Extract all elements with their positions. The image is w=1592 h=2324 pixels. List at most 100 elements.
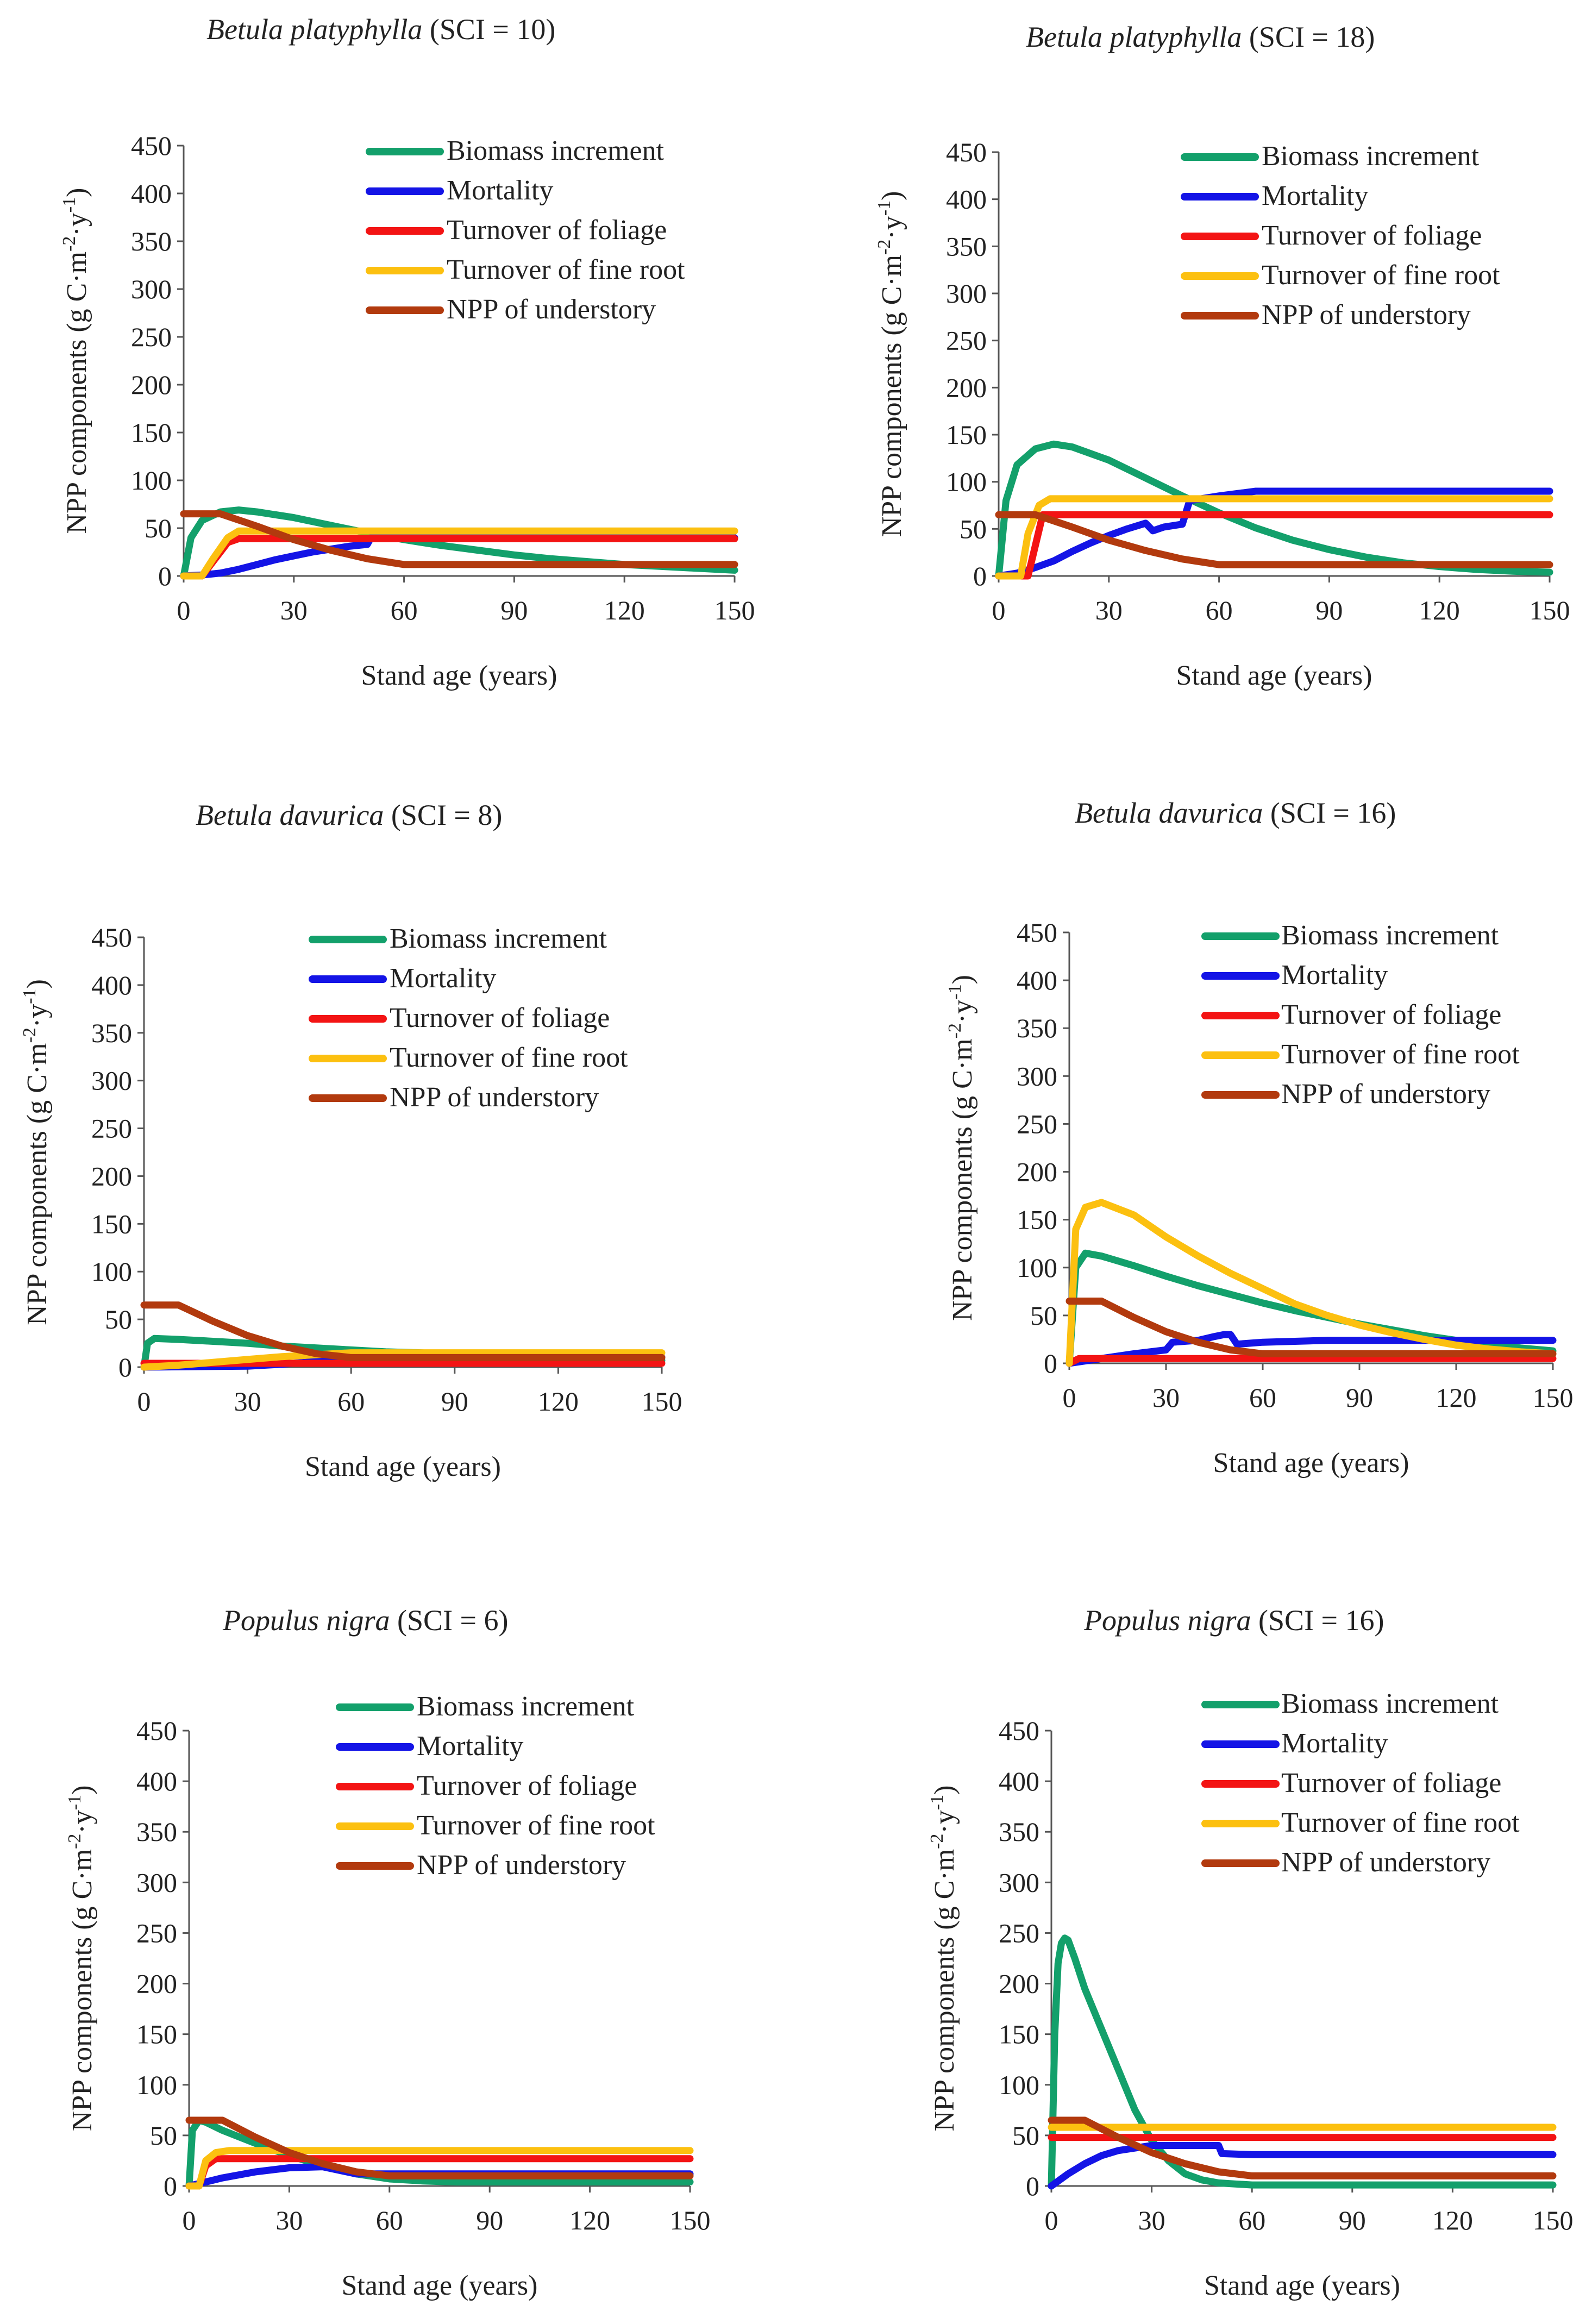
x-tick-label: 90 <box>500 595 528 625</box>
x-tick-label: 150 <box>1533 2205 1574 2235</box>
legend-label-biomass-increment: Biomass increment <box>1281 920 1499 951</box>
y-tick-label: 250 <box>131 322 172 352</box>
y-tick-label: 450 <box>999 1715 1039 1746</box>
legend-label-biomass-increment: Biomass increment <box>1281 1688 1499 1719</box>
x-tick-label: 0 <box>137 1386 151 1417</box>
chart-title-species: Betula davurica <box>196 799 384 831</box>
y-tick-label: 150 <box>131 417 172 448</box>
series-line-npp-of-understory <box>180 510 738 568</box>
x-tick-label: 0 <box>1045 2205 1058 2235</box>
y-tick-label: 350 <box>946 231 987 261</box>
x-axis-label: Stand age (years) <box>305 1451 501 1482</box>
y-tick-label: 150 <box>136 2019 177 2050</box>
series-line-npp-of-understory <box>1048 2116 1557 2179</box>
chart-title: Populus nigra (SCI = 6) <box>222 1604 508 1637</box>
y-tick-label: 50 <box>150 2120 177 2151</box>
x-tick-label: 30 <box>275 2205 303 2235</box>
x-tick-label: 30 <box>1095 595 1123 625</box>
y-tick-label: 50 <box>1030 1300 1057 1331</box>
legend: Biomass increment Mortality Turnover of fo… <box>366 135 685 325</box>
chart-title: Betula davurica (SCI = 8) <box>196 799 502 831</box>
y-tick-label: 300 <box>946 278 987 309</box>
y-tick-label: 200 <box>999 1969 1039 1999</box>
y-tick-label: 350 <box>136 1816 177 1847</box>
legend-label-turnover-of-foliage: Turnover of foliage <box>1262 220 1482 251</box>
legend-label-turnover-of-foliage: Turnover of foliage <box>447 215 667 246</box>
chart-panel-6: Populus nigra (SCI = 16) 0 50 100 150 200 250 3… <box>927 1604 1574 2301</box>
y-tick-label: 50 <box>960 513 987 544</box>
series-line-turnover-of-fine-root <box>995 495 1553 580</box>
legend-label-turnover-of-foliage: Turnover of foliage <box>1281 1768 1501 1799</box>
x-tick-label: 90 <box>1339 2205 1366 2235</box>
legend-label-mortality: Mortality <box>390 963 496 994</box>
x-tick-label: 90 <box>441 1386 468 1417</box>
y-tick-label: 350 <box>1017 1013 1057 1043</box>
x-tick-label: 150 <box>1530 595 1570 625</box>
y-tick-label: 400 <box>1017 965 1057 995</box>
y-axis-label: NPP components (g C·m-2·y-1) <box>945 975 978 1321</box>
y-tick-label: 100 <box>136 2070 177 2100</box>
series-line-turnover-of-fine-root <box>1065 1199 1557 1367</box>
y-tick-label: 250 <box>91 1113 132 1144</box>
y-axis-label: NPP components (g C·m-2·y-1) <box>20 979 53 1325</box>
y-tick-label: 50 <box>1012 2120 1039 2151</box>
chart-title-species: Populus nigra <box>1083 1604 1251 1637</box>
y-tick-label: 450 <box>131 130 172 161</box>
chart-title-sci: (SCI = 8) <box>384 799 502 831</box>
x-tick-label: 120 <box>1419 595 1460 625</box>
x-axis-label: Stand age (years) <box>1176 660 1372 691</box>
x-axis-label: Stand age (years) <box>361 660 557 691</box>
x-tick-label: 60 <box>1206 595 1233 625</box>
chart-title-species: Betula platyphylla <box>206 13 422 46</box>
y-tick-label: 200 <box>136 1969 177 1999</box>
legend-label-mortality: Mortality <box>1281 960 1388 991</box>
chart-panel-3: Betula davurica (SCI = 8) 0 50 100 150 200 250… <box>20 799 682 1482</box>
chart-title-sci: (SCI = 10) <box>422 13 555 46</box>
y-axis-label: NPP components (g C·m-2·y-1) <box>927 1786 960 2132</box>
x-tick-label: 30 <box>280 595 308 625</box>
series-line-npp-of-understory <box>995 511 1553 568</box>
x-tick-label: 0 <box>992 595 1006 625</box>
y-tick-label: 400 <box>131 178 172 209</box>
legend-label-npp-of-understory: NPP of understory <box>417 1850 626 1881</box>
x-tick-label: 150 <box>670 2205 711 2235</box>
y-tick-label: 350 <box>91 1018 132 1048</box>
series-line-biomass-increment <box>995 440 1553 580</box>
legend-label-npp-of-understory: NPP of understory <box>447 294 656 325</box>
y-tick-label: 100 <box>91 1256 132 1287</box>
y-tick-label: 50 <box>145 513 172 543</box>
y-tick-label: 150 <box>999 2019 1039 2050</box>
x-tick-label: 150 <box>642 1386 682 1417</box>
y-tick-label: 450 <box>1017 917 1057 948</box>
y-tick-label: 450 <box>91 922 132 953</box>
series-line-npp-of-understory <box>140 1301 666 1361</box>
y-tick-label: 300 <box>999 1867 1039 1897</box>
legend-label-turnover-of-fine-root: Turnover of fine root <box>447 254 685 285</box>
y-tick-label: 400 <box>91 970 132 1000</box>
legend-label-mortality: Mortality <box>1262 180 1368 211</box>
x-tick-label: 120 <box>538 1386 579 1417</box>
legend-label-mortality: Mortality <box>417 1731 523 1762</box>
chart-panel-4: Betula davurica (SCI = 16) 0 50 100 150 200 25… <box>945 797 1574 1479</box>
y-tick-label: 400 <box>946 184 987 215</box>
legend-label-npp-of-understory: NPP of understory <box>1262 299 1471 330</box>
legend-label-biomass-increment: Biomass increment <box>447 135 665 166</box>
x-tick-label: 60 <box>337 1386 365 1417</box>
x-tick-label: 0 <box>177 595 191 625</box>
y-tick-label: 250 <box>1017 1108 1057 1139</box>
legend-label-turnover-of-fine-root: Turnover of fine root <box>1281 1039 1520 1070</box>
x-tick-label: 120 <box>1436 1382 1477 1413</box>
legend-label-npp-of-understory: NPP of understory <box>1281 1079 1490 1110</box>
series-line-npp-of-understory <box>1065 1298 1557 1357</box>
x-tick-label: 60 <box>391 595 418 625</box>
y-tick-label: 300 <box>131 274 172 304</box>
legend-label-mortality: Mortality <box>1281 1728 1388 1759</box>
y-tick-label: 350 <box>131 226 172 256</box>
chart-title-species: Populus nigra <box>222 1604 390 1637</box>
y-tick-label: 400 <box>136 1766 177 1796</box>
y-tick-label: 400 <box>999 1766 1039 1796</box>
chart-panel-1: Betula platyphylla (SCI = 10) 0 50 100 150 20… <box>59 13 755 691</box>
series-line-biomass-increment <box>1048 1934 1557 2190</box>
legend: Biomass increment Mortality Turnover of fo… <box>1201 1688 1520 1878</box>
chart-title: Betula davurica (SCI = 16) <box>1075 797 1396 829</box>
